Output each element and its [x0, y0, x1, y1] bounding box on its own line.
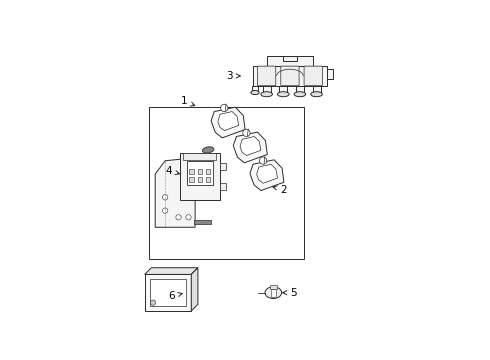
Bar [180, 153, 220, 199]
Bar [187, 161, 213, 185]
Text: 6: 6 [168, 291, 182, 301]
Bar [270, 289, 276, 297]
Polygon shape [218, 112, 239, 131]
Bar [197, 169, 202, 174]
Circle shape [163, 195, 168, 200]
Bar [197, 177, 202, 182]
FancyBboxPatch shape [281, 66, 299, 86]
Polygon shape [240, 136, 261, 156]
Bar [263, 86, 270, 94]
Bar [313, 86, 320, 94]
Circle shape [176, 215, 181, 220]
Circle shape [243, 129, 250, 136]
Bar [252, 86, 258, 93]
Bar [206, 169, 211, 174]
Bar [206, 177, 211, 182]
Ellipse shape [261, 92, 272, 97]
Ellipse shape [277, 92, 289, 97]
Polygon shape [250, 160, 284, 190]
Text: 1: 1 [181, 96, 195, 107]
Bar [296, 86, 304, 94]
Ellipse shape [265, 287, 282, 298]
Bar [267, 56, 313, 66]
Bar [145, 274, 191, 311]
Bar [253, 66, 326, 86]
Bar [149, 279, 186, 306]
Bar [189, 177, 194, 182]
Bar [326, 69, 333, 79]
Bar [220, 183, 226, 190]
Polygon shape [233, 132, 267, 163]
Polygon shape [191, 268, 198, 311]
Ellipse shape [311, 92, 322, 97]
Circle shape [220, 104, 228, 112]
Circle shape [259, 157, 267, 164]
Circle shape [186, 215, 191, 220]
FancyBboxPatch shape [304, 66, 322, 86]
Bar [270, 285, 277, 289]
Ellipse shape [251, 91, 259, 95]
Text: 2: 2 [273, 185, 287, 194]
Bar [189, 169, 194, 174]
Ellipse shape [207, 157, 218, 163]
Ellipse shape [211, 166, 222, 172]
Polygon shape [211, 107, 245, 138]
FancyBboxPatch shape [258, 66, 276, 86]
Ellipse shape [202, 147, 214, 153]
Circle shape [150, 300, 156, 305]
Text: 4: 4 [166, 166, 179, 176]
Bar [183, 153, 217, 159]
Polygon shape [257, 164, 277, 183]
Bar [283, 56, 296, 61]
Polygon shape [155, 157, 202, 227]
Polygon shape [145, 268, 198, 274]
Text: 5: 5 [283, 288, 296, 298]
Circle shape [163, 208, 168, 213]
Bar [279, 86, 287, 94]
Bar [220, 163, 226, 170]
Ellipse shape [294, 92, 306, 97]
Bar [195, 220, 211, 224]
Text: 3: 3 [226, 71, 240, 81]
Bar [148, 107, 304, 260]
